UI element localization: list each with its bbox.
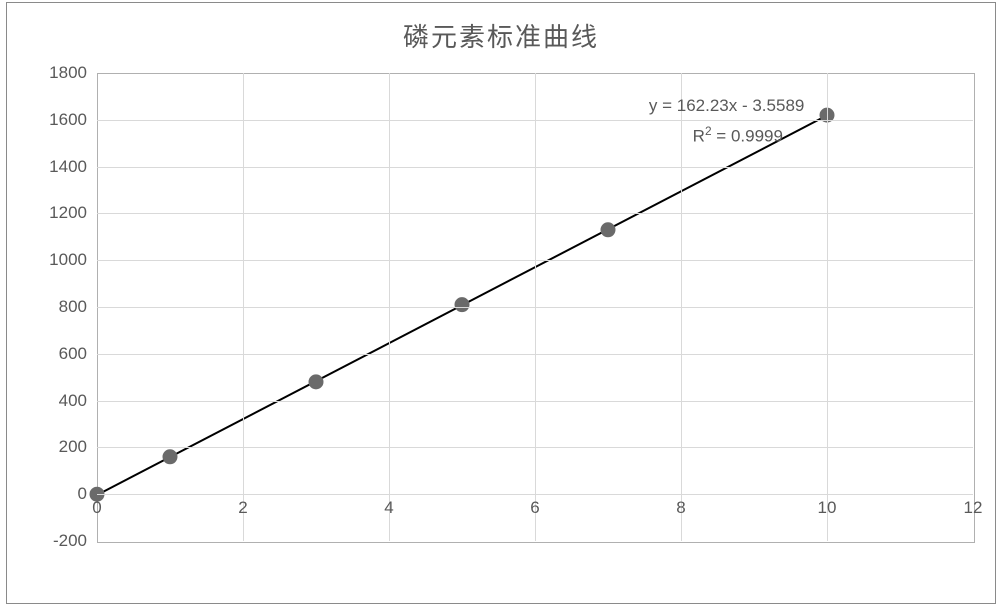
gridline-vertical (681, 73, 682, 541)
chart-container: 磷元素标准曲线 -2000200400600800100012001400160… (0, 0, 1000, 608)
x-tick-label: 4 (384, 498, 393, 518)
y-tick-label: -200 (7, 531, 87, 551)
x-tick-label: 2 (238, 498, 247, 518)
y-tick-label: 200 (7, 437, 87, 457)
data-point (601, 223, 615, 237)
y-tick-label: 1400 (7, 157, 87, 177)
y-tick-label: 1000 (7, 250, 87, 270)
y-tick-label: 1800 (7, 63, 87, 83)
gridline-vertical (389, 73, 390, 541)
y-tick-label: 800 (7, 297, 87, 317)
equation-annotation: y = 162.23x - 3.5589 (649, 96, 804, 116)
gridline-vertical (535, 73, 536, 541)
y-tick-label: 1200 (7, 203, 87, 223)
gridline-vertical (243, 73, 244, 541)
y-tick-label: 600 (7, 344, 87, 364)
y-tick-label: 0 (7, 484, 87, 504)
x-tick-label: 10 (818, 498, 837, 518)
y-tick-label: 1600 (7, 110, 87, 130)
y-tick-label: 400 (7, 391, 87, 411)
x-tick-label: 12 (964, 498, 983, 518)
x-tick-label: 0 (92, 498, 101, 518)
x-tick-label: 8 (676, 498, 685, 518)
chart-svg (7, 3, 993, 561)
data-point (455, 298, 469, 312)
data-point (163, 450, 177, 464)
r-squared-annotation: R2 = 0.9999 (693, 124, 783, 147)
chart-outer-border: 磷元素标准曲线 -2000200400600800100012001400160… (6, 2, 996, 604)
x-tick-label: 6 (530, 498, 539, 518)
gridline-vertical (827, 73, 828, 541)
data-point (309, 375, 323, 389)
